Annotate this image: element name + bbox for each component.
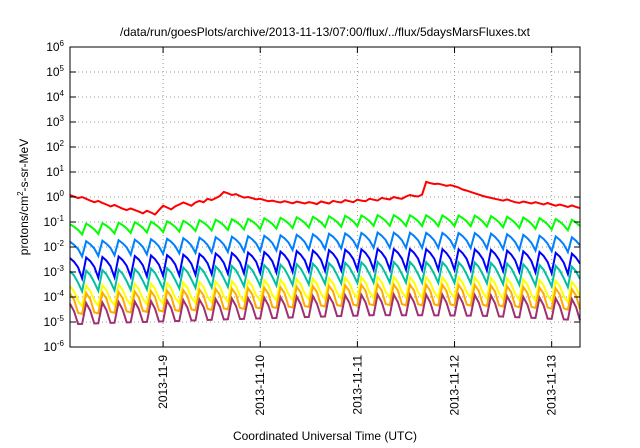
- y-tick-label: 10-6: [44, 339, 65, 354]
- y-tick-label: 10-3: [44, 264, 65, 279]
- x-tick-label: 2013-11-13: [545, 355, 559, 416]
- data-series: [69, 180, 581, 326]
- chart-title: /data/run/goesPlots/archive/2013-11-13/0…: [120, 25, 531, 39]
- x-axis-label: Coordinated Universal Time (UTC): [233, 429, 417, 443]
- y-tick-label: 10-1: [44, 214, 65, 229]
- y-axis-label: protons/cm2-s-sr-MeV: [16, 139, 31, 255]
- y-tick-label: 102: [46, 139, 64, 154]
- y-tick-label: 101: [46, 164, 64, 179]
- y-tick-label: 103: [46, 114, 64, 129]
- y-tick-label: 104: [46, 89, 64, 104]
- y-tick-label: 10-4: [44, 289, 65, 304]
- series-line-2: [69, 213, 581, 237]
- x-axis-ticks: 2013-11-9 2013-11-10 2013-11-11 2013-11-12 2…: [156, 47, 559, 416]
- series-line-4: [69, 246, 581, 283]
- x-tick-label: 2013-11-10: [253, 355, 267, 416]
- series-line-7: [69, 282, 581, 316]
- y-axis-ticks: 10-6 10-5 10-4 10-3 10-2 10-1 100 101 102 103 104 1…: [44, 39, 580, 354]
- x-tick-label: 2013-11-12: [448, 355, 462, 416]
- y-tick-label: 105: [46, 64, 64, 79]
- series-line-red: [69, 180, 581, 216]
- grid: [70, 47, 580, 347]
- x-tick-label: 2013-11-9: [156, 355, 170, 409]
- series-line-3: [69, 230, 581, 260]
- y-tick-label: 10-5: [44, 314, 65, 329]
- x-tick-label: 2013-11-11: [350, 355, 364, 415]
- series-line-8: [69, 291, 581, 326]
- series-line-6: [69, 274, 581, 309]
- y-tick-label: 10-2: [44, 239, 65, 254]
- plot-area: 10-6 10-5 10-4 10-3 10-2 10-1 100 101 102 103 104 1…: [44, 39, 581, 416]
- y-tick-label: 106: [46, 39, 64, 54]
- series-line-5: [69, 259, 581, 295]
- y-tick-label: 100: [46, 189, 64, 204]
